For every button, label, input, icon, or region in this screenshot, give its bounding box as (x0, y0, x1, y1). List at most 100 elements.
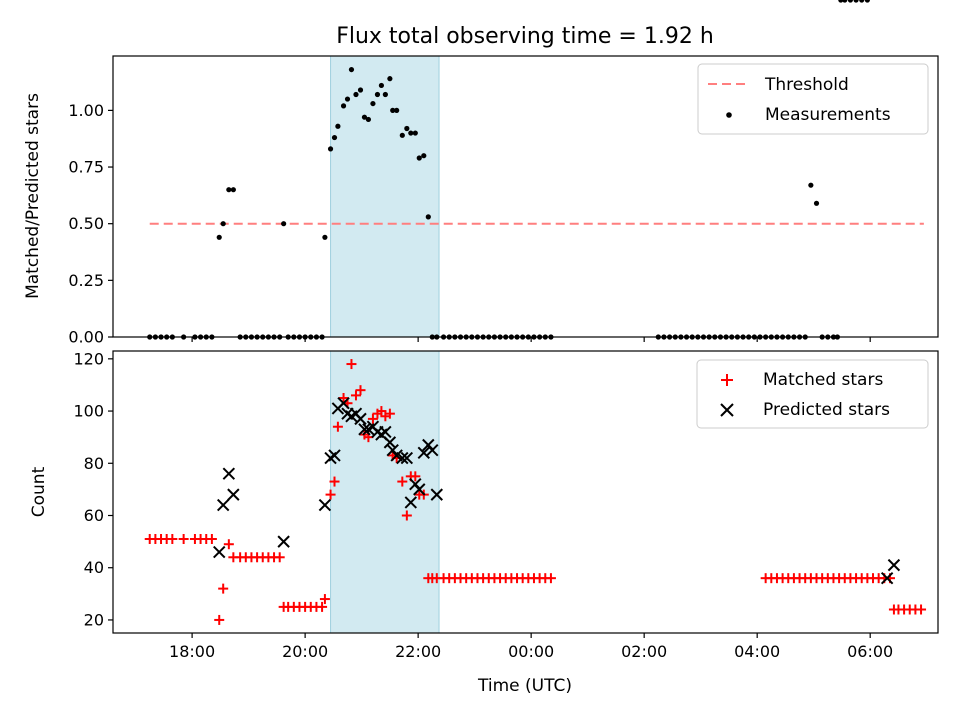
measurement-point (838, 0, 844, 3)
measurement-point (859, 0, 865, 3)
measurement-point (340, 103, 347, 109)
x-tick-label: 18:00 (169, 642, 215, 661)
predicted-star-point (887, 558, 901, 572)
measurement-point (394, 107, 400, 113)
measurement-point (864, 0, 870, 3)
measurement-point (365, 116, 372, 123)
matched-star-point (545, 573, 556, 584)
measurement-point (842, 0, 848, 3)
x-axis-ticks-top (191, 337, 871, 342)
y-tick-label: 60 (84, 506, 104, 525)
measurement-point (216, 234, 222, 240)
legend-bottom: Matched stars Predicted stars (696, 359, 929, 429)
matched-star-point (397, 476, 408, 487)
matched-star-point (206, 534, 217, 544)
matched-star-point (274, 552, 285, 563)
matched-star-point (346, 359, 357, 370)
y-tick-label: 0.50 (68, 214, 104, 233)
measurement-point (847, 0, 854, 3)
measurement-point (374, 91, 381, 98)
measurement-point (390, 107, 396, 113)
measurement-point (335, 123, 341, 129)
measurement-point (344, 96, 351, 102)
x-axis-label: Time (UTC) (477, 676, 572, 696)
measurement-point (220, 221, 226, 227)
y-tick-label: 20 (84, 610, 104, 629)
y-axis-ticks-bottom: 20 40 60 80 100 120 (73, 349, 113, 629)
measurement-point (327, 146, 334, 152)
measurement-point (361, 114, 368, 120)
matched-star-point (401, 510, 412, 521)
ratio-panel: 0.00 0.25 0.50 0.75 1.00 Flux total observin… (23, 0, 939, 347)
measurement-point (425, 214, 431, 220)
chart-title: Flux total observing time = 1.92 h (336, 24, 714, 49)
predicted-star-point (379, 425, 392, 439)
predicted-star-point (337, 397, 350, 410)
predicted-star-point (880, 571, 894, 585)
x-tick-label: 06:00 (847, 642, 893, 661)
legend-matched-swatch (721, 374, 733, 386)
x-tick-label: 20:00 (282, 642, 328, 661)
measurement-point (808, 182, 814, 188)
predicted-star-point (417, 446, 430, 460)
legend-threshold-label: Threshold (764, 75, 849, 95)
matched-star-point (355, 385, 366, 396)
predicted-star-point (413, 483, 426, 496)
predicted-star-point (328, 449, 341, 462)
legend-box-top (697, 63, 929, 135)
legend-measurements-swatch (726, 112, 732, 118)
matched-star-point (384, 408, 395, 419)
matched-star-point (410, 471, 421, 482)
x-axis-ticks-bottom: 18:00 20:00 22:00 00:00 02:00 04:00 06:00 (169, 633, 893, 661)
predicted-star-point (227, 488, 240, 501)
matched-star-point (167, 534, 178, 544)
predicted-star-point (318, 498, 332, 512)
measurement-point (331, 134, 338, 141)
measurement-point (387, 76, 393, 82)
measurement-point (404, 125, 410, 132)
legend-predicted-label: Predicted stars (763, 400, 890, 420)
legend-measurements-label: Measurements (765, 105, 891, 125)
measurement-point (348, 66, 355, 73)
predicted-star-point (400, 451, 414, 465)
measurement-point (281, 221, 287, 227)
measurement-point (421, 153, 427, 159)
matched-star-point (332, 421, 343, 432)
matched-star-point (329, 476, 340, 487)
measurement-point (382, 91, 388, 98)
legend-top: Threshold Measurements (697, 63, 929, 135)
matched-star-point (178, 534, 189, 544)
matched-star-point (916, 604, 927, 615)
measurement-point (408, 130, 414, 136)
predicted-star-point (277, 535, 290, 548)
y-axis-ticks-top: 0.00 0.25 0.50 0.75 1.00 (68, 101, 113, 347)
measurement-point (399, 132, 405, 138)
plot-frame-top (112, 55, 939, 338)
matched-star-point (319, 594, 330, 605)
predicted-star-point (404, 496, 417, 509)
matched-star-point (325, 489, 336, 500)
matched-star-point (218, 583, 229, 594)
predicted-star-point (358, 423, 371, 436)
matched-star-point (376, 406, 387, 417)
y-axis-label-top: Matched/Predicted stars (23, 93, 43, 299)
matched-star-point (214, 614, 225, 625)
y-tick-label: 0.75 (68, 158, 104, 177)
measurement-point (357, 87, 364, 93)
matched-star-point (317, 601, 328, 612)
measurement-point (416, 155, 422, 161)
measurement-point (226, 187, 232, 193)
predicted-star-points (213, 397, 901, 585)
predicted-star-point (430, 488, 443, 501)
predicted-star-point (426, 444, 439, 457)
legend-matched-label: Matched stars (763, 370, 883, 390)
matched-star-point (350, 390, 361, 401)
measurement-point (412, 130, 418, 136)
measurement-point (322, 234, 328, 240)
x-tick-label: 02:00 (621, 642, 667, 661)
y-tick-label: 40 (84, 558, 104, 577)
measurement-point (378, 82, 385, 89)
y-tick-label: 100 (73, 402, 104, 421)
x-tick-label: 22:00 (395, 642, 441, 661)
